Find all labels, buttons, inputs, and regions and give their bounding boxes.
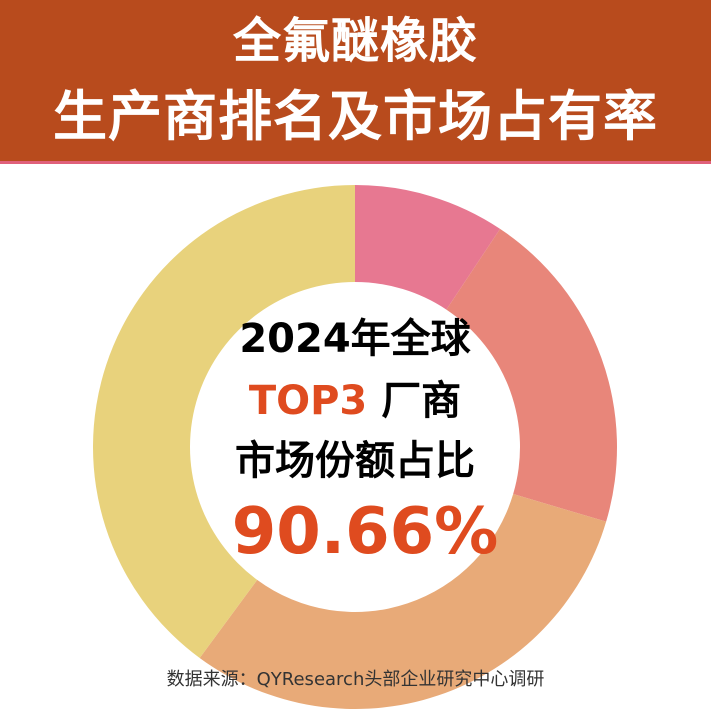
center-line-2-rest: 厂商 xyxy=(381,378,462,424)
center-line-2: TOP3 厂商 xyxy=(185,368,525,426)
share-value: 90.66% xyxy=(231,495,499,569)
donut-slice-4 xyxy=(92,185,355,658)
data-source: 数据来源：QYResearch头部企业研究中心调研 xyxy=(166,669,545,690)
title-banner: 全氟醚橡胶 生产商排名及市场占有率 xyxy=(0,0,711,164)
center-line-1: 2024年全球 xyxy=(239,316,471,362)
donut-slice-1 xyxy=(355,185,501,310)
donut-slice-3 xyxy=(199,494,607,710)
title-line-2: 生产商排名及市场占有率 xyxy=(53,85,658,148)
top3-highlight: TOP3 xyxy=(248,378,368,424)
center-line-3: 市场份额占比 xyxy=(235,438,475,484)
donut-slice-2 xyxy=(446,228,617,522)
title-line-1: 全氟醚橡胶 xyxy=(232,13,478,69)
